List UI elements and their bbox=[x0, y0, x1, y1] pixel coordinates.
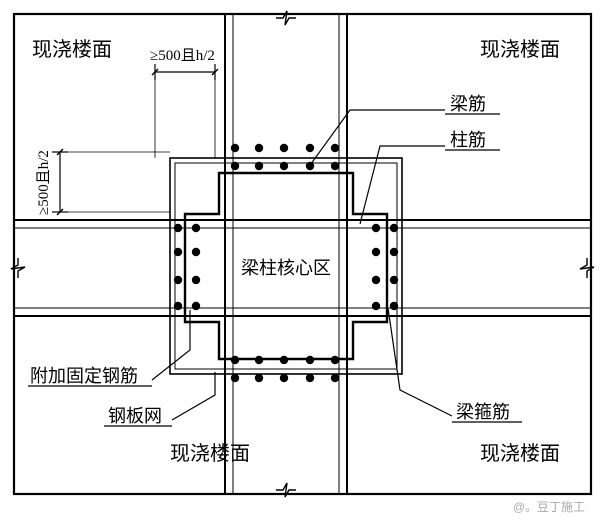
rebar-dot bbox=[306, 144, 314, 152]
rebar-dot bbox=[174, 248, 182, 256]
watermark: @。豆丁施工 bbox=[513, 498, 585, 515]
dim-h-text: ≥500且h/2 bbox=[150, 48, 215, 64]
rebar-dot bbox=[174, 224, 182, 232]
rebar-dot bbox=[280, 144, 288, 152]
floor-label: 现浇楼面 bbox=[170, 442, 250, 465]
rebar-dot bbox=[372, 248, 380, 256]
rebar-dot bbox=[280, 356, 288, 364]
rebar-dot bbox=[174, 302, 182, 310]
label-liangjin: 梁筋 bbox=[450, 94, 486, 114]
rebar-dot bbox=[390, 276, 398, 284]
rebar-dot bbox=[174, 276, 182, 284]
diagram-svg: 梁柱核心区现浇楼面现浇楼面现浇楼面现浇楼面≥500且h/2≥500且h/2梁筋柱… bbox=[0, 0, 605, 521]
rebar-dot bbox=[192, 224, 200, 232]
rebar-dot bbox=[372, 276, 380, 284]
rebar-dot bbox=[231, 162, 239, 170]
rebar-dot bbox=[280, 162, 288, 170]
rebar-dot bbox=[231, 356, 239, 364]
rebar-dot bbox=[390, 248, 398, 256]
rebar-dot bbox=[390, 302, 398, 310]
rebar-dot bbox=[192, 276, 200, 284]
dim-v-text: ≥500且h/2 bbox=[36, 150, 52, 215]
core-label: 梁柱核心区 bbox=[241, 258, 331, 278]
label-fujia: 附加固定钢筋 bbox=[30, 366, 138, 386]
floor-label: 现浇楼面 bbox=[480, 442, 560, 465]
label-gangbanwang: 钢板网 bbox=[108, 406, 162, 426]
rebar-dot bbox=[255, 144, 263, 152]
rebar-dot bbox=[331, 162, 339, 170]
rebar-dot bbox=[255, 356, 263, 364]
rebar-dot bbox=[331, 356, 339, 364]
rebar-dot bbox=[306, 374, 314, 382]
label-zhujin: 柱筋 bbox=[450, 130, 486, 150]
rebar-dot bbox=[192, 248, 200, 256]
rebar-dot bbox=[192, 302, 200, 310]
rebar-dot bbox=[280, 374, 288, 382]
floor-label: 现浇楼面 bbox=[480, 38, 560, 61]
rebar-dot bbox=[390, 224, 398, 232]
rebar-dot bbox=[231, 144, 239, 152]
rebar-dot bbox=[372, 302, 380, 310]
rebar-dot bbox=[231, 374, 239, 382]
rebar-dot bbox=[372, 224, 380, 232]
rebar-dot bbox=[306, 356, 314, 364]
rebar-dot bbox=[255, 374, 263, 382]
rebar-dot bbox=[331, 374, 339, 382]
rebar-dot bbox=[331, 144, 339, 152]
floor-label: 现浇楼面 bbox=[32, 38, 112, 61]
rebar-dot bbox=[255, 162, 263, 170]
label-liangguijin: 梁箍筋 bbox=[456, 402, 510, 422]
